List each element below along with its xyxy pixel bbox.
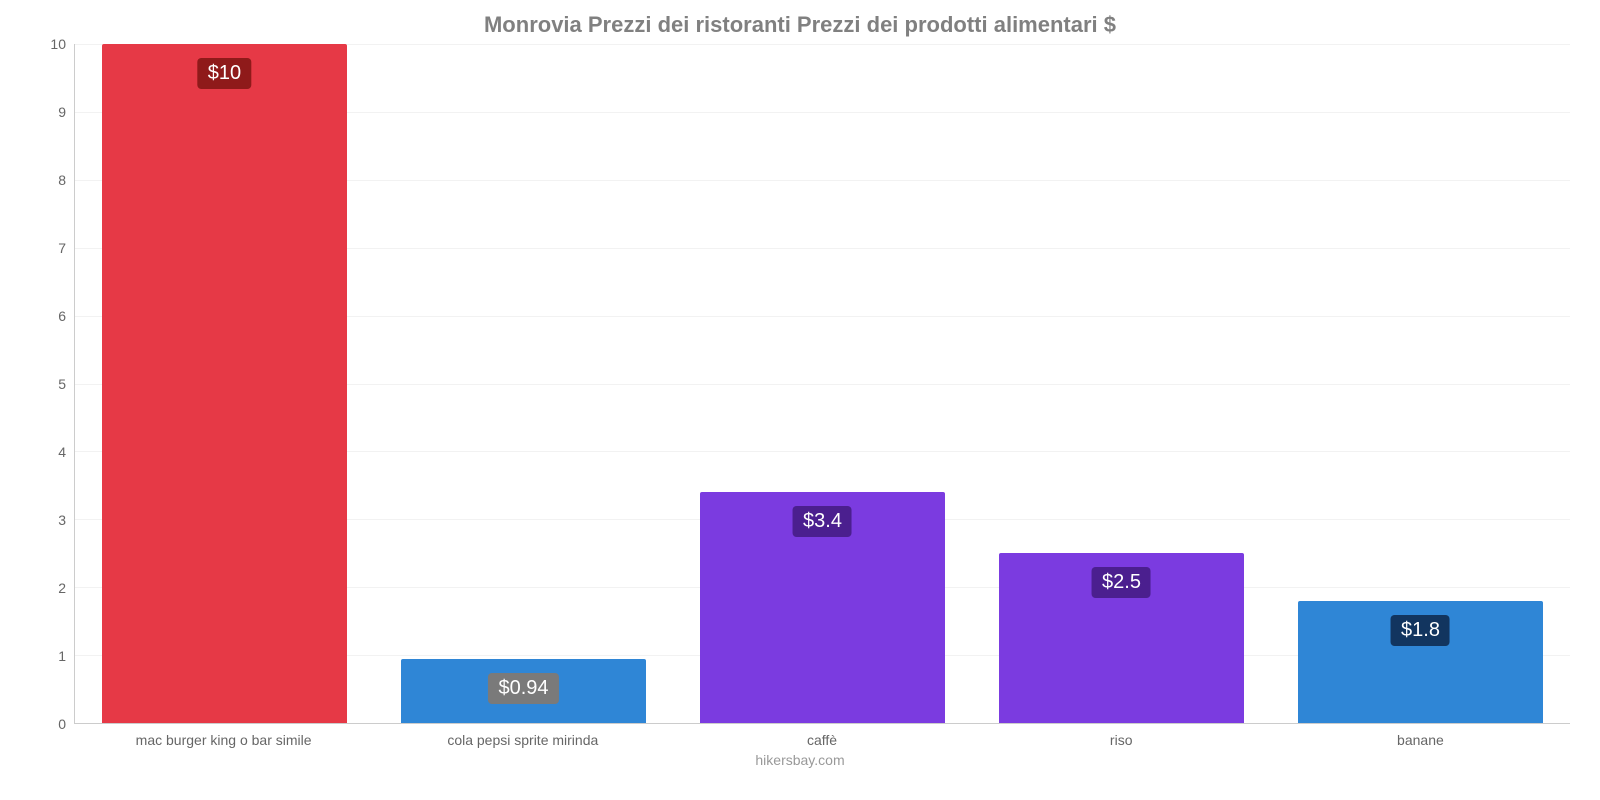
bar-value-badge: $0.94: [488, 673, 558, 704]
y-tick-label: 6: [58, 308, 66, 324]
y-tick-label: 10: [50, 36, 66, 52]
x-axis-label: caffè: [672, 724, 971, 748]
bar-value-badge: $3.4: [793, 506, 852, 537]
x-axis-label: banane: [1271, 724, 1570, 748]
y-tick-label: 3: [58, 512, 66, 528]
bars-layer: $10 $0.94 $3.4 $2.5 $1.8: [75, 44, 1570, 723]
chart-attribution: hikersbay.com: [30, 752, 1570, 768]
y-tick-label: 4: [58, 444, 66, 460]
plot-row: 012345678910 $10$0.94$3.4$2.5$1.8: [30, 44, 1570, 724]
x-axis-label: cola pepsi sprite mirinda: [373, 724, 672, 748]
y-tick-label: 8: [58, 172, 66, 188]
y-tick-label: 2: [58, 580, 66, 596]
bar-value-badge: $1.8: [1391, 615, 1450, 646]
bar-slot: $1.8: [1271, 44, 1570, 723]
y-tick-label: 7: [58, 240, 66, 256]
bar-slot: $0.94: [374, 44, 673, 723]
y-tick-label: 1: [58, 648, 66, 664]
bar: $2.5: [999, 553, 1244, 723]
bar-slot: $2.5: [972, 44, 1271, 723]
bar-slot: $10: [75, 44, 374, 723]
y-tick-label: 5: [58, 376, 66, 392]
bar: $1.8: [1298, 601, 1543, 723]
bar: $3.4: [700, 492, 945, 723]
x-axis-label: mac burger king o bar simile: [74, 724, 373, 748]
x-axis-label: riso: [972, 724, 1271, 748]
price-bar-chart: Monrovia Prezzi dei ristoranti Prezzi de…: [0, 0, 1600, 800]
bar: $0.94: [401, 659, 646, 723]
x-axis: mac burger king o bar similecola pepsi s…: [74, 724, 1570, 748]
plot-area: $10 $0.94 $3.4 $2.5 $1.8: [74, 44, 1570, 724]
bar: $10: [102, 44, 347, 723]
y-tick-label: 9: [58, 104, 66, 120]
chart-title: Monrovia Prezzi dei ristoranti Prezzi de…: [30, 12, 1570, 38]
y-axis: 012345678910: [30, 44, 74, 724]
y-tick-label: 0: [58, 716, 66, 732]
bar-value-badge: $10: [198, 58, 251, 89]
bar-value-badge: $2.5: [1092, 567, 1151, 598]
bar-slot: $3.4: [673, 44, 972, 723]
